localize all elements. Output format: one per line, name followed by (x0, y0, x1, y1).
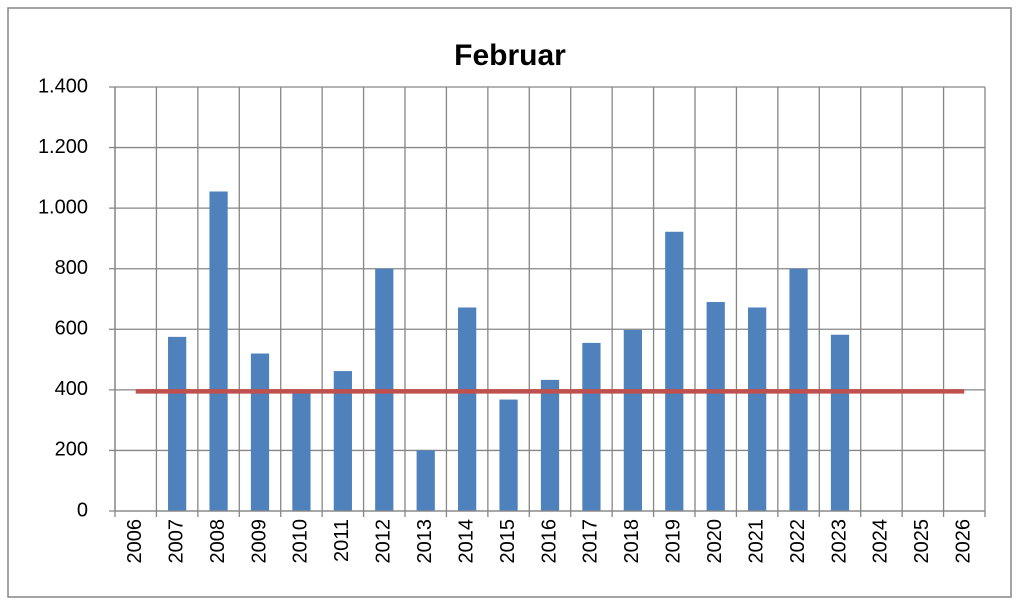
y-tick-label: 1.200 (38, 136, 88, 158)
x-tick-label: 2011 (331, 519, 353, 562)
x-tick-label: 2018 (621, 519, 643, 564)
x-tick-label: 2024 (870, 519, 892, 564)
x-tick-label: 2023 (828, 519, 850, 564)
bar (748, 307, 767, 511)
x-tick-label: 2009 (248, 519, 270, 564)
bar (540, 379, 560, 511)
x-tick-label: 2022 (787, 519, 809, 564)
bar (333, 371, 352, 511)
bar (499, 399, 518, 511)
y-tick-label: 600 (55, 318, 88, 340)
bar (623, 329, 642, 511)
y-tick-label: 800 (55, 257, 88, 279)
y-tick-label: 200 (55, 439, 88, 461)
x-tick-label: 2020 (704, 519, 726, 564)
bar (292, 392, 311, 511)
bar (209, 191, 228, 511)
x-tick-label: 2014 (455, 519, 477, 564)
chart-title: Februar (454, 39, 566, 72)
x-tick-label: 2010 (290, 519, 312, 564)
bar (416, 450, 435, 511)
x-tick-label: 2025 (911, 519, 933, 564)
bar (458, 307, 477, 511)
bar (168, 336, 187, 511)
bar (706, 302, 725, 511)
x-tick-label: 2017 (580, 519, 602, 564)
x-tick-label: 2013 (414, 519, 436, 564)
bar (665, 231, 684, 511)
y-tick-label: 1.400 (38, 75, 88, 97)
y-tick-label: 400 (55, 378, 88, 400)
x-tick-label: 2008 (207, 519, 229, 564)
x-tick-label: 2019 (663, 519, 685, 564)
x-tick-label: 2021 (745, 519, 767, 564)
bar (250, 353, 270, 511)
x-tick-label: 2015 (497, 519, 519, 564)
bar (582, 342, 601, 511)
x-tick-label: 2007 (165, 519, 187, 564)
bar (830, 334, 850, 511)
x-tick-label: 2006 (124, 519, 146, 564)
x-tick-label: 2026 (953, 519, 975, 564)
x-tick-label: 2016 (538, 519, 560, 564)
y-tick-label: 0 (77, 499, 88, 521)
x-tick-label: 2012 (373, 519, 395, 564)
y-tick-label: 1.000 (38, 196, 88, 218)
